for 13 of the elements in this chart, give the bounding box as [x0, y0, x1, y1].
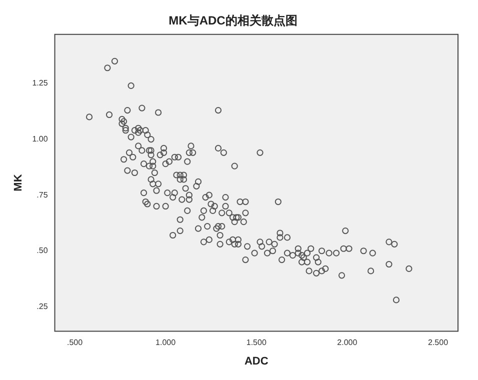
y-axis-title: MK [12, 174, 25, 192]
chart-title: MK与ADC的相关散点图 [168, 14, 298, 28]
x-tick-label: .500 [66, 338, 84, 348]
y-tick-label: .50 [36, 246, 48, 256]
x-tick-label: 1.000 [156, 338, 176, 348]
x-tick-label: 2.000 [337, 338, 358, 348]
x-axis-title: ADC [244, 355, 268, 368]
y-tick-label: .25 [36, 302, 48, 311]
x-tick-label: 2.500 [428, 338, 449, 348]
x-tick-label: 1.500 [246, 338, 267, 348]
y-tick-label: 1.00 [32, 134, 48, 144]
y-tick-label: .75 [36, 190, 48, 200]
y-tick-label: 1.25 [32, 78, 48, 88]
